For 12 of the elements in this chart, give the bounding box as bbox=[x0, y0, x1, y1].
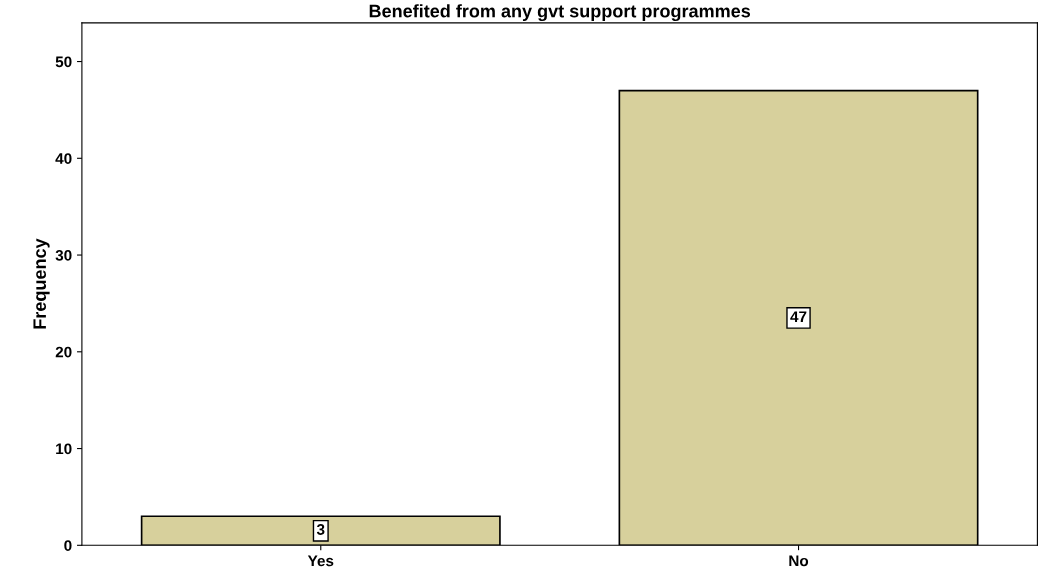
y-tick-label: 0 bbox=[64, 540, 72, 551]
data-label: 3 bbox=[316, 524, 325, 535]
y-tick-label: 40 bbox=[55, 153, 72, 164]
y-tick-label: 10 bbox=[56, 443, 72, 455]
y-tick-label: 50 bbox=[55, 56, 72, 68]
x-tick-label: Yes bbox=[307, 555, 334, 567]
chart-title: Benefited from any gvt support programmes bbox=[369, 4, 751, 22]
y-tick-label: 20 bbox=[55, 346, 72, 358]
x-tick-label: No bbox=[789, 555, 809, 567]
y-axis-title: Frequency bbox=[33, 238, 50, 329]
y-tick-label: 30 bbox=[55, 249, 72, 261]
data-label: 47 bbox=[790, 311, 807, 322]
